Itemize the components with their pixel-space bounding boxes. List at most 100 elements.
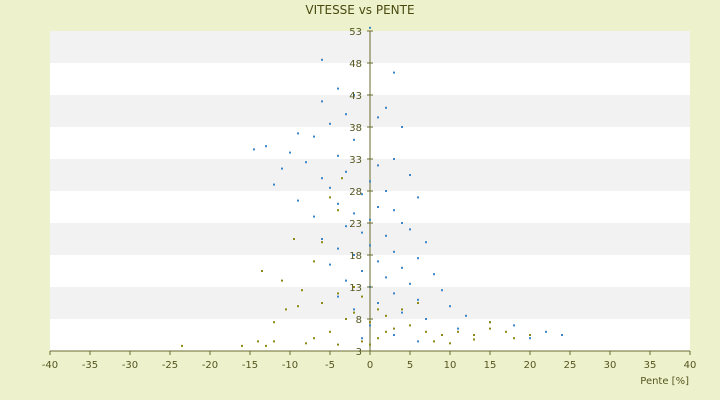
data-point [545,330,547,333]
data-point [369,324,371,327]
data-point [377,116,379,119]
data-point [321,241,323,244]
data-point [261,270,263,272]
data-point [301,289,303,292]
data-point [369,343,371,346]
x-tick-label: 10 [444,360,457,371]
data-point [385,330,387,333]
data-point [353,254,355,256]
x-tick-label: 0 [367,360,373,371]
data-point [441,289,443,292]
data-point [273,183,275,186]
data-point [353,138,355,141]
data-point [377,302,379,304]
data-point [289,151,291,154]
data-point [305,161,307,164]
x-tick-label: 40 [684,360,697,371]
y-tick-label: 13 [349,283,362,294]
y-tick-label: 18 [349,251,362,262]
data-point [417,298,419,301]
x-tick-label: -5 [325,360,335,371]
data-point [313,135,315,138]
data-point [353,94,355,96]
x-tick-label: -30 [122,360,138,371]
data-point [433,273,435,276]
data-point [505,330,507,333]
chart-title: VITESSE vs PENTE [305,3,414,17]
data-point [345,113,347,116]
data-point [513,337,515,340]
data-point [369,26,371,29]
data-point [361,231,363,234]
y-tick-label: 33 [349,155,362,166]
data-point [321,302,323,304]
data-point [337,343,339,346]
data-point [457,327,459,330]
y-tick-label: 8 [356,315,362,326]
data-point [273,321,275,324]
data-point [369,321,371,324]
data-point [393,71,395,74]
data-point [337,154,339,157]
data-point [449,305,451,308]
data-point [321,58,323,61]
x-tick-label: 25 [564,360,577,371]
y-tick-label: 3 [356,347,362,358]
x-tick-label: 5 [407,360,413,371]
data-point [361,193,363,196]
data-point [449,342,451,345]
data-point [385,314,387,317]
data-point [393,334,395,336]
x-tick-label: 35 [644,360,657,371]
data-point [377,308,379,311]
data-point [425,318,427,320]
data-point [285,308,287,311]
data-point [409,324,411,327]
data-point [353,311,355,314]
data-point [409,228,411,231]
x-tick-label: -35 [82,360,98,371]
data-point [313,260,315,263]
data-point [361,337,363,340]
data-point [281,167,283,170]
data-point [401,308,403,311]
data-point [489,321,491,324]
data-point [441,334,443,336]
data-point [385,276,387,279]
data-point [353,212,355,215]
data-point [329,196,331,199]
data-point [385,190,387,192]
x-tick-label: 20 [524,360,537,371]
data-point [417,340,419,343]
x-tick-label: -40 [42,360,58,371]
y-tick-label: 43 [349,91,362,102]
x-tick-label: 15 [484,360,497,371]
data-point [473,338,475,341]
data-point [529,334,531,336]
data-point [297,305,299,308]
data-point [345,170,347,173]
data-point [393,250,395,253]
data-point [385,234,387,237]
data-point [361,340,363,343]
data-point [473,334,475,336]
data-point [273,340,275,343]
data-point [433,340,435,343]
x-tick-label: 30 [604,360,617,371]
data-point [329,330,331,333]
data-point [297,132,299,135]
y-tick-label: 28 [349,187,362,198]
data-point [361,295,363,298]
data-point [377,337,379,340]
data-point [369,180,371,183]
y-tick-label: 48 [349,59,362,70]
data-point [329,122,331,125]
x-tick-label: -25 [162,360,178,371]
y-tick-label: 23 [349,219,362,230]
data-point [417,302,419,304]
data-point [265,145,267,148]
x-axis-label: Pente [%] [640,376,689,387]
data-point [257,340,259,343]
data-point [337,295,339,298]
